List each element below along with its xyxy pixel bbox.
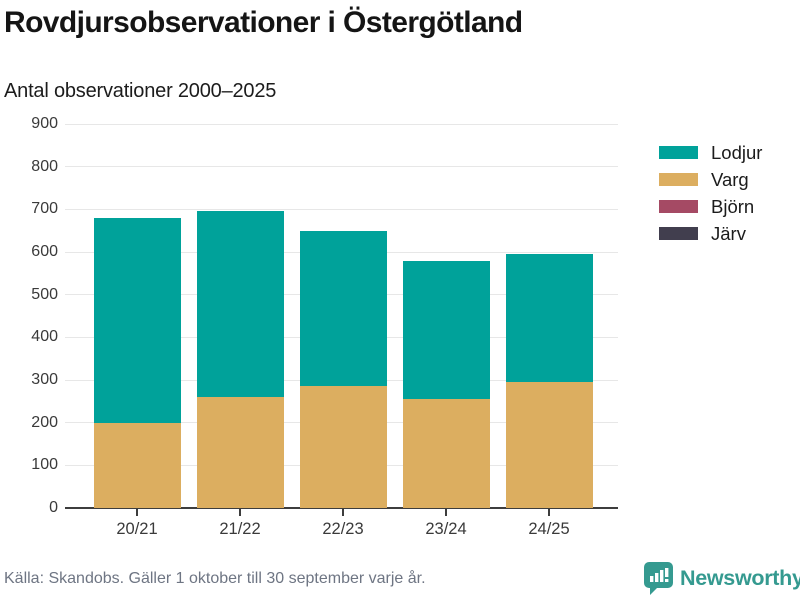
legend-swatch-björn: [659, 200, 698, 213]
bar-21-22-lodjur: [196, 211, 284, 398]
y-tick-label-400: 400: [31, 328, 58, 346]
x-tick-24-25: [548, 509, 550, 516]
bar-24-25-lodjur: [505, 254, 593, 383]
legend-swatch-järv: [659, 227, 698, 240]
y-tick-label-0: 0: [49, 499, 58, 516]
legend-swatch-varg: [659, 173, 698, 186]
legend-label-järv: Järv: [711, 222, 746, 244]
bar-23-24-lodjur: [402, 260, 490, 400]
bar-20-21-varg: [93, 422, 181, 508]
gridline-800: [65, 166, 618, 168]
x-tick-21-22: [239, 509, 241, 516]
x-tick-label-24-25: 24/25: [528, 520, 570, 538]
bar-24-25-varg: [505, 382, 593, 508]
bar-22-23-lodjur: [299, 230, 387, 387]
legend: Lodjur Varg Björn Järv: [659, 139, 762, 247]
y-tick-label-700: 700: [31, 200, 58, 218]
bar-20-21-lodjur: [93, 217, 181, 423]
x-tick-label-23-24: 23/24: [425, 520, 467, 538]
chart-title: Rovdjursobservationer i Östergötland: [4, 6, 523, 39]
legend-item-lodjur: Lodjur: [659, 139, 762, 166]
legend-item-järv: Järv: [659, 220, 762, 247]
x-tick-label-22-23: 22/23: [322, 520, 364, 538]
y-tick-label-600: 600: [31, 243, 58, 260]
legend-label-lodjur: Lodjur: [711, 141, 763, 163]
legend-item-varg: Varg: [659, 166, 762, 193]
gridline-900: [65, 123, 618, 125]
bar-21-22-varg: [196, 397, 284, 508]
y-tick-label-900: 900: [31, 115, 58, 132]
source-note: Källa: Skandobs. Gäller 1 oktober till 3…: [4, 570, 426, 587]
y-tick-label-300: 300: [31, 371, 58, 388]
y-tick-label-200: 200: [31, 413, 58, 431]
bar-22-23-varg: [299, 386, 387, 508]
x-tick-label-20-21: 20/21: [116, 520, 158, 538]
x-tick-label-21-22: 21/22: [219, 520, 261, 538]
gridline-700: [65, 208, 618, 210]
legend-swatch-lodjur: [659, 146, 698, 159]
newsworthy-logo: Newsworthy: [644, 562, 800, 595]
y-tick-label-800: 800: [31, 157, 58, 175]
x-axis-baseline: [65, 507, 618, 509]
x-tick-20-21: [136, 509, 138, 516]
newsworthy-wordmark: Newsworthy: [680, 566, 800, 590]
newsworthy-icon: [644, 562, 673, 595]
chart-subtitle: Antal observationer 2000–2025: [4, 80, 277, 102]
legend-item-björn: Björn: [659, 193, 762, 220]
legend-label-varg: Varg: [711, 168, 749, 190]
y-tick-label-100: 100: [31, 456, 58, 474]
bar-23-24-varg: [402, 399, 490, 508]
x-tick-23-24: [445, 509, 447, 516]
x-tick-22-23: [342, 509, 344, 516]
y-tick-label-500: 500: [31, 285, 58, 303]
legend-label-björn: Björn: [711, 195, 755, 217]
